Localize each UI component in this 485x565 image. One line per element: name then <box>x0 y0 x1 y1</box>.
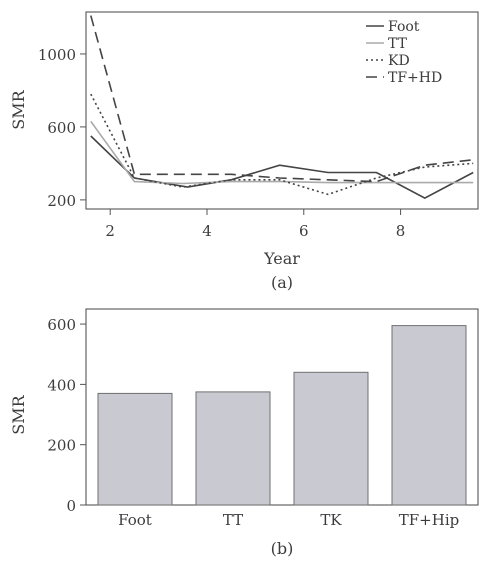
line-chart-y-tick-label: 600 <box>47 119 76 137</box>
line-series-kd <box>90 93 474 196</box>
bar-chart-y-tick-label: 600 <box>47 316 76 334</box>
legend-label: TT <box>388 36 408 52</box>
bar-chart-category-labels: Foot TT TK TF+Hip <box>118 511 459 529</box>
legend-label: KD <box>388 53 410 69</box>
line-chart-y-tick-label: 1000 <box>38 46 76 64</box>
bar-tk <box>293 371 369 506</box>
line-series-tt <box>90 120 474 185</box>
line-chart-x-tick-label: 2 <box>105 222 115 240</box>
line-chart-y-tick-label: 200 <box>47 192 76 210</box>
line-chart-y-axis-label: SMR <box>9 89 28 129</box>
line-chart-x-tick-label: 6 <box>299 222 309 240</box>
bar-chart-y-tick-label: 0 <box>66 497 76 515</box>
bar-category-label: TT <box>223 511 243 529</box>
legend-label: Foot <box>388 19 420 35</box>
line-chart-y-ticks: 200 600 1000 <box>38 46 86 210</box>
bar-chart-bars <box>97 325 467 506</box>
line-chart-plot-area <box>85 11 479 210</box>
bar-tt <box>195 391 271 506</box>
bar-chart-y-tick-label: 200 <box>47 437 76 455</box>
line-series-foot <box>90 135 474 200</box>
line-chart-x-tick-label: 4 <box>202 222 212 240</box>
bar-foot <box>97 392 173 506</box>
line-chart-series <box>90 15 474 200</box>
bar-chart-plot-area <box>85 308 479 506</box>
bar-chart-y-tick-label: 400 <box>47 376 76 394</box>
line-series-tf-hd <box>90 15 474 183</box>
bar-chart-y-axis-label: SMR <box>9 394 28 434</box>
line-chart-x-ticks: 2 4 6 8 <box>105 209 405 240</box>
bar-category-label: TF+Hip <box>399 511 459 529</box>
bar-category-label: Foot <box>118 511 152 529</box>
line-chart-caption: (a) <box>271 273 293 292</box>
legend-label: TF+HD <box>388 70 442 86</box>
line-chart-x-tick-label: 8 <box>396 222 406 240</box>
bar-chart-y-ticks: 0 200 400 600 <box>47 316 86 515</box>
line-chart-x-axis-label: Year <box>263 249 300 268</box>
bar-chart-panel: SMR (b) 0 200 400 600 Foot TT TK TF+Hip <box>9 308 479 558</box>
line-chart-panel: SMR Year (a) 200 600 1000 2 4 6 8 FootTTKDTF+… <box>9 11 479 292</box>
bar-tf-hip <box>391 325 467 506</box>
bar-chart-caption: (b) <box>271 539 294 558</box>
bar-category-label: TK <box>320 511 342 529</box>
